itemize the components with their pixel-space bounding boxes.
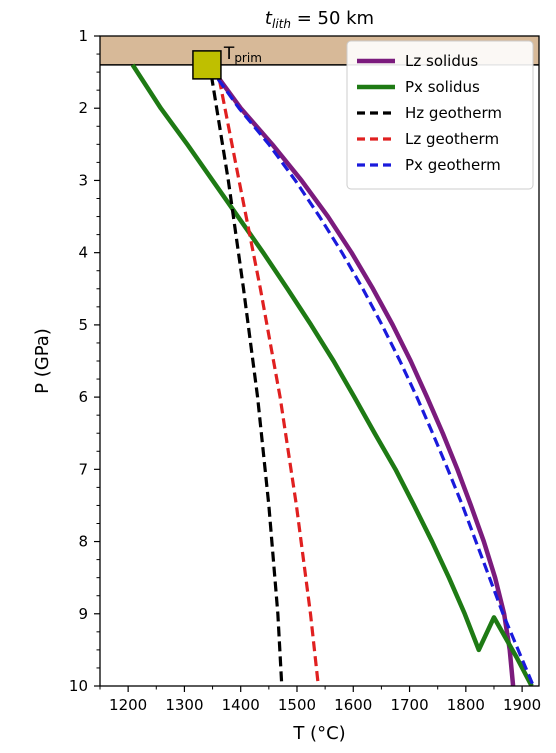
tprim-marker xyxy=(192,50,222,80)
series-line-px-geotherm xyxy=(216,78,535,686)
annotation-layer: Tprim xyxy=(192,44,262,80)
tprim-label-main: T xyxy=(223,44,235,64)
series-line-hz-geotherm xyxy=(209,75,284,686)
x-tick-label: 1400 xyxy=(222,696,260,714)
x-tick-label: 1800 xyxy=(447,696,485,714)
y-tick-label: 2 xyxy=(78,99,88,117)
y-tick-label: 10 xyxy=(69,677,88,695)
legend-label-px-geotherm: Px geotherm xyxy=(405,156,501,174)
series-line-lz-geotherm xyxy=(217,79,320,686)
y-tick-label: 7 xyxy=(78,460,88,478)
y-tick-label: 1 xyxy=(78,27,88,45)
legend-layer: Lz solidus Px solidus Hz geotherm Lz geothe… xyxy=(346,40,534,190)
y-tick-label: 4 xyxy=(78,244,88,262)
x-tick-label: 1200 xyxy=(109,696,147,714)
legend-label-px-solidus: Px solidus xyxy=(405,78,480,96)
tprim-label: Tprim xyxy=(223,44,262,65)
series-line-lz-solidus xyxy=(212,70,516,686)
chart-title: tlith = 50 km xyxy=(265,8,374,31)
x-axis-label: T (°C) xyxy=(292,723,345,744)
y-tick-label: 6 xyxy=(78,388,88,406)
tprim-label-sub: prim xyxy=(234,51,262,65)
series-line-px-solidus xyxy=(130,63,534,686)
title-rest: = 50 km xyxy=(291,8,374,29)
series-layer xyxy=(130,63,535,686)
x-tick-label: 1900 xyxy=(503,696,541,714)
legend-box xyxy=(346,40,534,190)
title-main: t xyxy=(265,8,273,29)
y-tick-label: 9 xyxy=(78,605,88,623)
x-tick-label: 1300 xyxy=(165,696,203,714)
legend-label-hz-geotherm: Hz geotherm xyxy=(405,104,502,122)
title-subscript: lith xyxy=(272,17,291,31)
legend-label-lz-solidus: Lz solidus xyxy=(405,52,478,70)
legend-label-lz-geotherm: Lz geotherm xyxy=(405,130,499,148)
x-tick-label: 1500 xyxy=(278,696,316,714)
y-tick-label: 3 xyxy=(78,171,88,189)
y-tick-label: 8 xyxy=(78,533,88,551)
x-tick-label: 1600 xyxy=(334,696,372,714)
y-axis-label: P (GPa) xyxy=(32,328,53,394)
x-tick-label: 1700 xyxy=(390,696,428,714)
y-tick-label: 5 xyxy=(78,316,88,334)
tick-layer: 1200 1300 1400 1500 1600 1700 1800 1900 1 2 3 4 5 6 7 8… xyxy=(69,27,541,714)
